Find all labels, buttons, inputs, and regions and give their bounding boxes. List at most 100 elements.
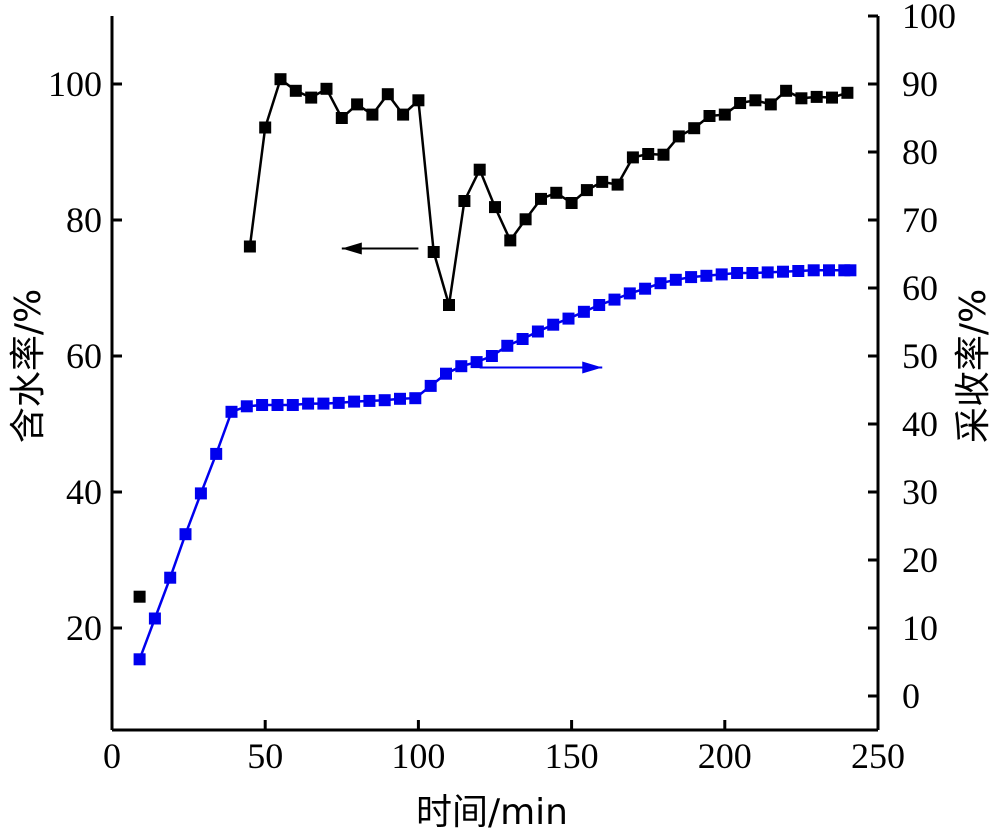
series-recovery-point: [440, 367, 452, 380]
series-recovery-point: [470, 356, 483, 369]
series-water-cut-point: [734, 97, 747, 109]
series-water-cut-point: [580, 184, 593, 197]
x-tick-label: 50: [247, 736, 283, 776]
series-recovery-point: [332, 396, 345, 409]
series-recovery-point: [731, 267, 744, 279]
series-water-cut-point: [381, 88, 394, 101]
series-recovery-point: [639, 282, 652, 295]
series-recovery-point: [164, 571, 177, 584]
series-water-cut-point: [841, 86, 854, 99]
series-recovery-point: [792, 265, 805, 277]
series-recovery-point: [623, 287, 636, 300]
series-water-cut-point: [412, 94, 425, 107]
series-recovery-point: [577, 305, 590, 318]
y-right-tick-label: 30: [902, 472, 938, 512]
series-water-cut-point: [320, 82, 333, 95]
series-recovery-point: [424, 379, 437, 392]
series-recovery-point: [685, 271, 698, 284]
series-water-cut-point: [473, 163, 486, 176]
y-right-tick-label: 10: [902, 608, 938, 648]
series-recovery-point: [700, 269, 713, 282]
series-recovery-point: [823, 264, 835, 277]
series-water-cut-point: [133, 590, 146, 603]
y-right-tick-label: 40: [902, 404, 938, 444]
series-recovery-point: [531, 325, 544, 338]
series-recovery-point: [394, 392, 406, 405]
series-water-cut-point: [504, 234, 517, 247]
series-water-cut-point: [351, 98, 364, 111]
series-recovery-point: [715, 268, 728, 281]
annotation-arrow-head: [341, 242, 362, 255]
x-tick-label: 150: [545, 736, 599, 776]
x-axis-title: 时间/min: [416, 792, 568, 833]
series-water-cut-line: [248, 77, 848, 306]
series-recovery-point: [608, 293, 621, 306]
series-water-cut-point: [289, 84, 302, 97]
series-recovery-point: [286, 399, 299, 411]
series-water-cut-point: [826, 91, 838, 104]
y-left-tick-label: 60: [66, 336, 102, 376]
series-water-cut-point: [688, 122, 701, 135]
series-recovery-point: [455, 360, 468, 373]
series-water-cut-point: [764, 98, 777, 111]
series-recovery-point: [194, 487, 207, 500]
series-water-cut-point: [810, 90, 823, 103]
y-left-tick-label: 80: [66, 200, 102, 240]
y-right-tick-label: 20: [902, 540, 938, 580]
series-recovery-point: [501, 339, 514, 352]
series-water-cut-point: [519, 213, 532, 226]
series-recovery-point: [485, 350, 498, 362]
series-water-cut-point: [274, 73, 287, 86]
y-left-tick-label: 40: [66, 472, 102, 512]
series-recovery-point: [654, 277, 667, 290]
series-water-cut-point: [642, 148, 655, 160]
x-tick-label: 250: [851, 736, 905, 776]
annotation-layer: [341, 242, 603, 374]
series-recovery-point: [363, 394, 376, 407]
y-left-axis-title: 含水率/%: [8, 289, 49, 443]
series-water-cut-point: [259, 121, 272, 134]
y-right-tick-label: 80: [902, 132, 938, 172]
series-recovery-point: [378, 394, 391, 407]
series-water-cut-point: [611, 178, 624, 191]
annotation-arrow-head: [582, 361, 603, 374]
y-right-tick-label: 50: [902, 336, 938, 376]
x-tick-label: 200: [698, 736, 752, 776]
series-recovery-point: [562, 312, 575, 325]
y-right-tick-label: 90: [902, 64, 938, 104]
series-recovery-point: [133, 653, 146, 666]
axes: 0 50 100 150 200 250 20 40 60 80 100 0 10 20 30 40 50 60 7…: [48, 0, 956, 776]
series-water-cut-point: [672, 130, 685, 143]
series-water-cut-point: [749, 94, 762, 107]
series-water-cut-point: [427, 246, 440, 258]
series-recovery-point: [807, 264, 820, 277]
series-water-cut-point: [458, 195, 471, 207]
series-water-cut-point: [397, 108, 410, 121]
y-right-tick-label: 60: [902, 268, 938, 308]
series-water-cut-point: [366, 108, 379, 121]
y-right-tick-label: 0: [902, 676, 920, 716]
series-water-cut-point: [489, 201, 501, 214]
series-water-cut-point: [550, 186, 563, 199]
y-left-tick-label: 100: [48, 64, 102, 104]
series-water-cut-point: [565, 197, 578, 209]
series-water-cut-point: [443, 299, 455, 311]
series-recovery-point: [210, 447, 223, 460]
series-recovery-point: [225, 405, 238, 418]
y-right-tick-label: 100: [902, 0, 956, 36]
series-recovery-point: [240, 400, 253, 413]
series-recovery-point: [844, 264, 857, 277]
series-water-cut-point: [535, 192, 547, 205]
series-recovery-point: [148, 612, 161, 625]
x-tick-label: 0: [103, 736, 121, 776]
series-recovery-point: [271, 399, 284, 411]
series-water-cut-point: [243, 240, 256, 253]
series-recovery-point: [348, 395, 361, 408]
series-water-cut-point: [795, 92, 808, 105]
series-recovery-point: [317, 397, 330, 410]
series-water-cut-point: [703, 110, 716, 122]
series-recovery-point: [777, 265, 789, 278]
x-tick-label: 100: [391, 736, 445, 776]
series-layer: [133, 73, 857, 666]
